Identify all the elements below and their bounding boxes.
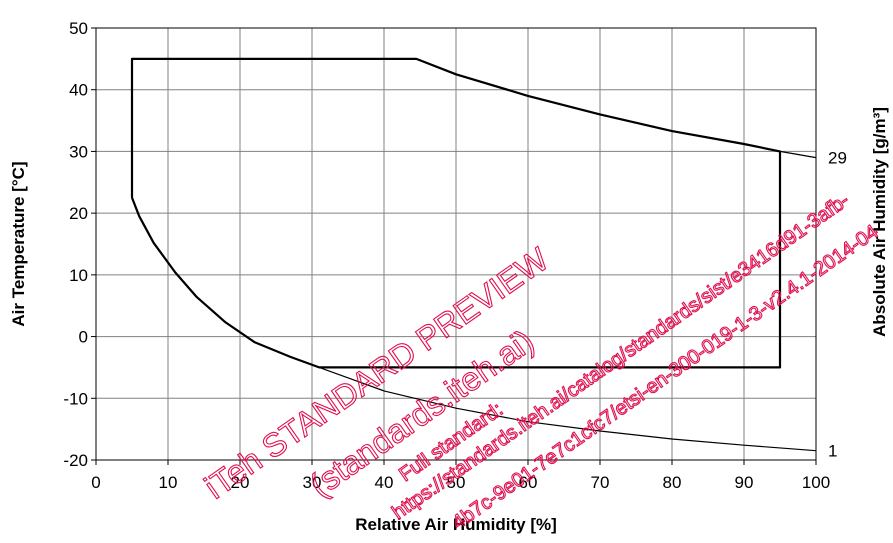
x-tick-label: 40 xyxy=(375,473,394,492)
curve-labels: 29 1 xyxy=(828,149,847,461)
y-tick-label: 20 xyxy=(69,204,88,223)
y-tick-label: 50 xyxy=(69,19,88,38)
series-group xyxy=(130,57,817,452)
y-tick-label: 0 xyxy=(79,328,88,347)
absolute-humidity-1-curve xyxy=(131,197,817,452)
y-tick-label: 10 xyxy=(69,266,88,285)
absolute-humidity-29-curve xyxy=(416,58,817,159)
y-tick-label: -20 xyxy=(63,451,88,470)
x-tick-label: 30 xyxy=(303,473,322,492)
curve-end-label: 1 xyxy=(828,442,837,461)
y-tick-label: 40 xyxy=(69,81,88,100)
x-tick-label: 0 xyxy=(91,473,100,492)
x-tick-label: 70 xyxy=(591,473,610,492)
x-tick-labels: 0 10 20 30 40 50 60 70 80 90 100 xyxy=(91,460,830,492)
y-tick-label: -10 xyxy=(63,389,88,408)
x-tick-label: 50 xyxy=(447,473,466,492)
x-tick-label: 10 xyxy=(159,473,178,492)
curve-end-label: 29 xyxy=(828,149,847,168)
x-axis-title: Relative Air Humidity [%] xyxy=(355,515,557,534)
x-tick-label: 80 xyxy=(663,473,682,492)
y-tick-label: 30 xyxy=(69,142,88,161)
x-tick-label: 20 xyxy=(231,473,250,492)
y-tick-labels: -20 -10 0 10 20 30 40 50 xyxy=(63,19,96,470)
x-tick-label: 60 xyxy=(519,473,538,492)
x-tick-label: 90 xyxy=(735,473,754,492)
y-axis-title: Air Temperature [°C] xyxy=(9,161,28,326)
grid xyxy=(96,28,816,460)
y2-axis-title: Absolute Air Humidity [g/m³] xyxy=(870,107,889,337)
x-tick-label: 100 xyxy=(802,473,830,492)
